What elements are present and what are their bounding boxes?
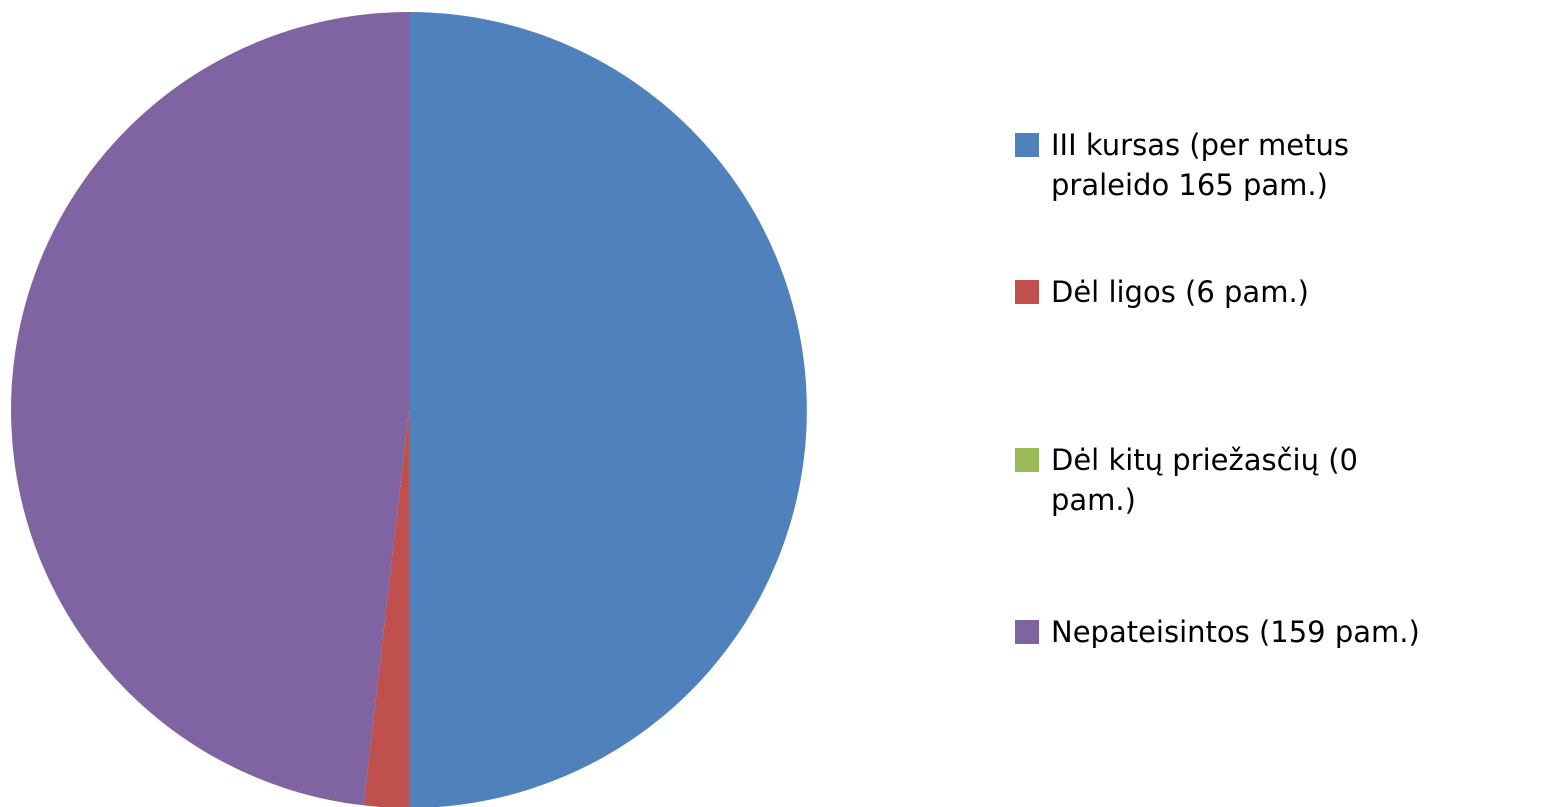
legend-label: Dėl kitų priežasčių (0 pam.) [1051,443,1358,517]
chart [11,12,807,807]
legend-swatch [1015,280,1039,304]
legend-item: III kursas (per metus praleido 165 pam.) [1015,125,1381,205]
legend-swatch [1015,448,1039,472]
legend-swatch [1015,133,1039,157]
legend-label: Dėl ligos (6 pam.) [1051,275,1309,309]
legend-item: Dėl ligos (6 pam.) [1015,272,1381,312]
pie-slice [363,410,409,807]
legend-label: III kursas (per metus praleido 165 pam.) [1051,128,1349,202]
legend-item: Dėl kitų priežasčių (0 pam.) [1015,440,1381,520]
pie-slice [409,12,807,807]
legend-item: Nepateisintos (159 pam.) [1015,612,1420,652]
legend-label: Nepateisintos (159 pam.) [1051,615,1420,649]
legend-swatch [1015,620,1039,644]
pie-slice [11,12,410,806]
